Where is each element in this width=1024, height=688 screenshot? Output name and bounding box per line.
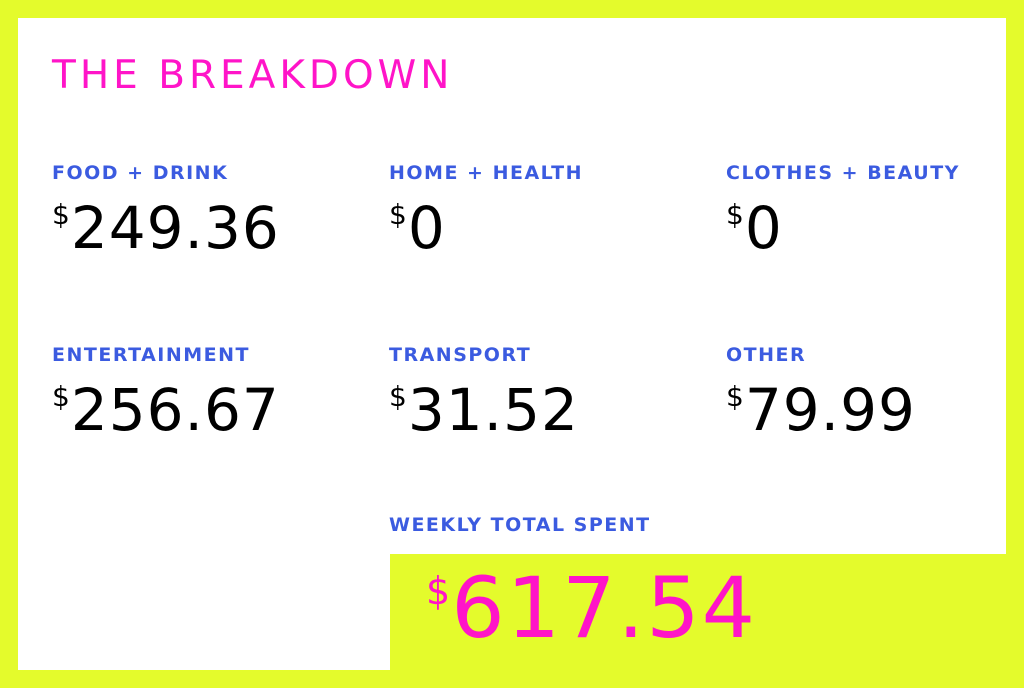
category-label: OTHER [726, 344, 807, 366]
category-other: OTHER $79.99 [726, 344, 916, 440]
category-food-drink: FOOD + DRINK $249.36 [52, 162, 280, 258]
currency-symbol: $ [52, 198, 70, 231]
category-amount: $79.99 [726, 381, 916, 439]
weekly-total-label: WEEKLY TOTAL SPENT [389, 514, 651, 536]
amount-value: 256.67 [70, 376, 280, 444]
currency-symbol: $ [389, 380, 407, 413]
currency-symbol: $ [426, 569, 451, 613]
currency-symbol: $ [389, 198, 407, 231]
amount-value: 0 [744, 194, 783, 262]
total-highlight-box [390, 554, 1024, 688]
category-entertainment: ENTERTAINMENT $256.67 [52, 344, 280, 440]
category-clothes-beauty: CLOTHES + BEAUTY $0 [726, 162, 960, 258]
category-label: TRANSPORT [389, 344, 532, 366]
category-label: HOME + HEALTH [389, 162, 583, 184]
category-amount: $256.67 [52, 381, 280, 439]
category-label: FOOD + DRINK [52, 162, 229, 184]
currency-symbol: $ [726, 380, 744, 413]
currency-symbol: $ [52, 380, 70, 413]
category-home-health: HOME + HEALTH $0 [389, 162, 583, 258]
weekly-total-amount: $617.54 [426, 566, 757, 650]
page-title: THE BREAKDOWN [52, 53, 454, 98]
category-label: ENTERTAINMENT [52, 344, 251, 366]
currency-symbol: $ [726, 198, 744, 231]
category-amount: $0 [389, 199, 583, 257]
total-amount-value: 617.54 [451, 559, 758, 657]
amount-value: 79.99 [744, 376, 916, 444]
category-amount: $31.52 [389, 381, 579, 439]
category-label: CLOTHES + BEAUTY [726, 162, 960, 184]
amount-value: 0 [407, 194, 446, 262]
category-amount: $249.36 [52, 199, 280, 257]
category-transport: TRANSPORT $31.52 [389, 344, 579, 440]
amount-value: 31.52 [407, 376, 579, 444]
category-amount: $0 [726, 199, 960, 257]
amount-value: 249.36 [70, 194, 280, 262]
